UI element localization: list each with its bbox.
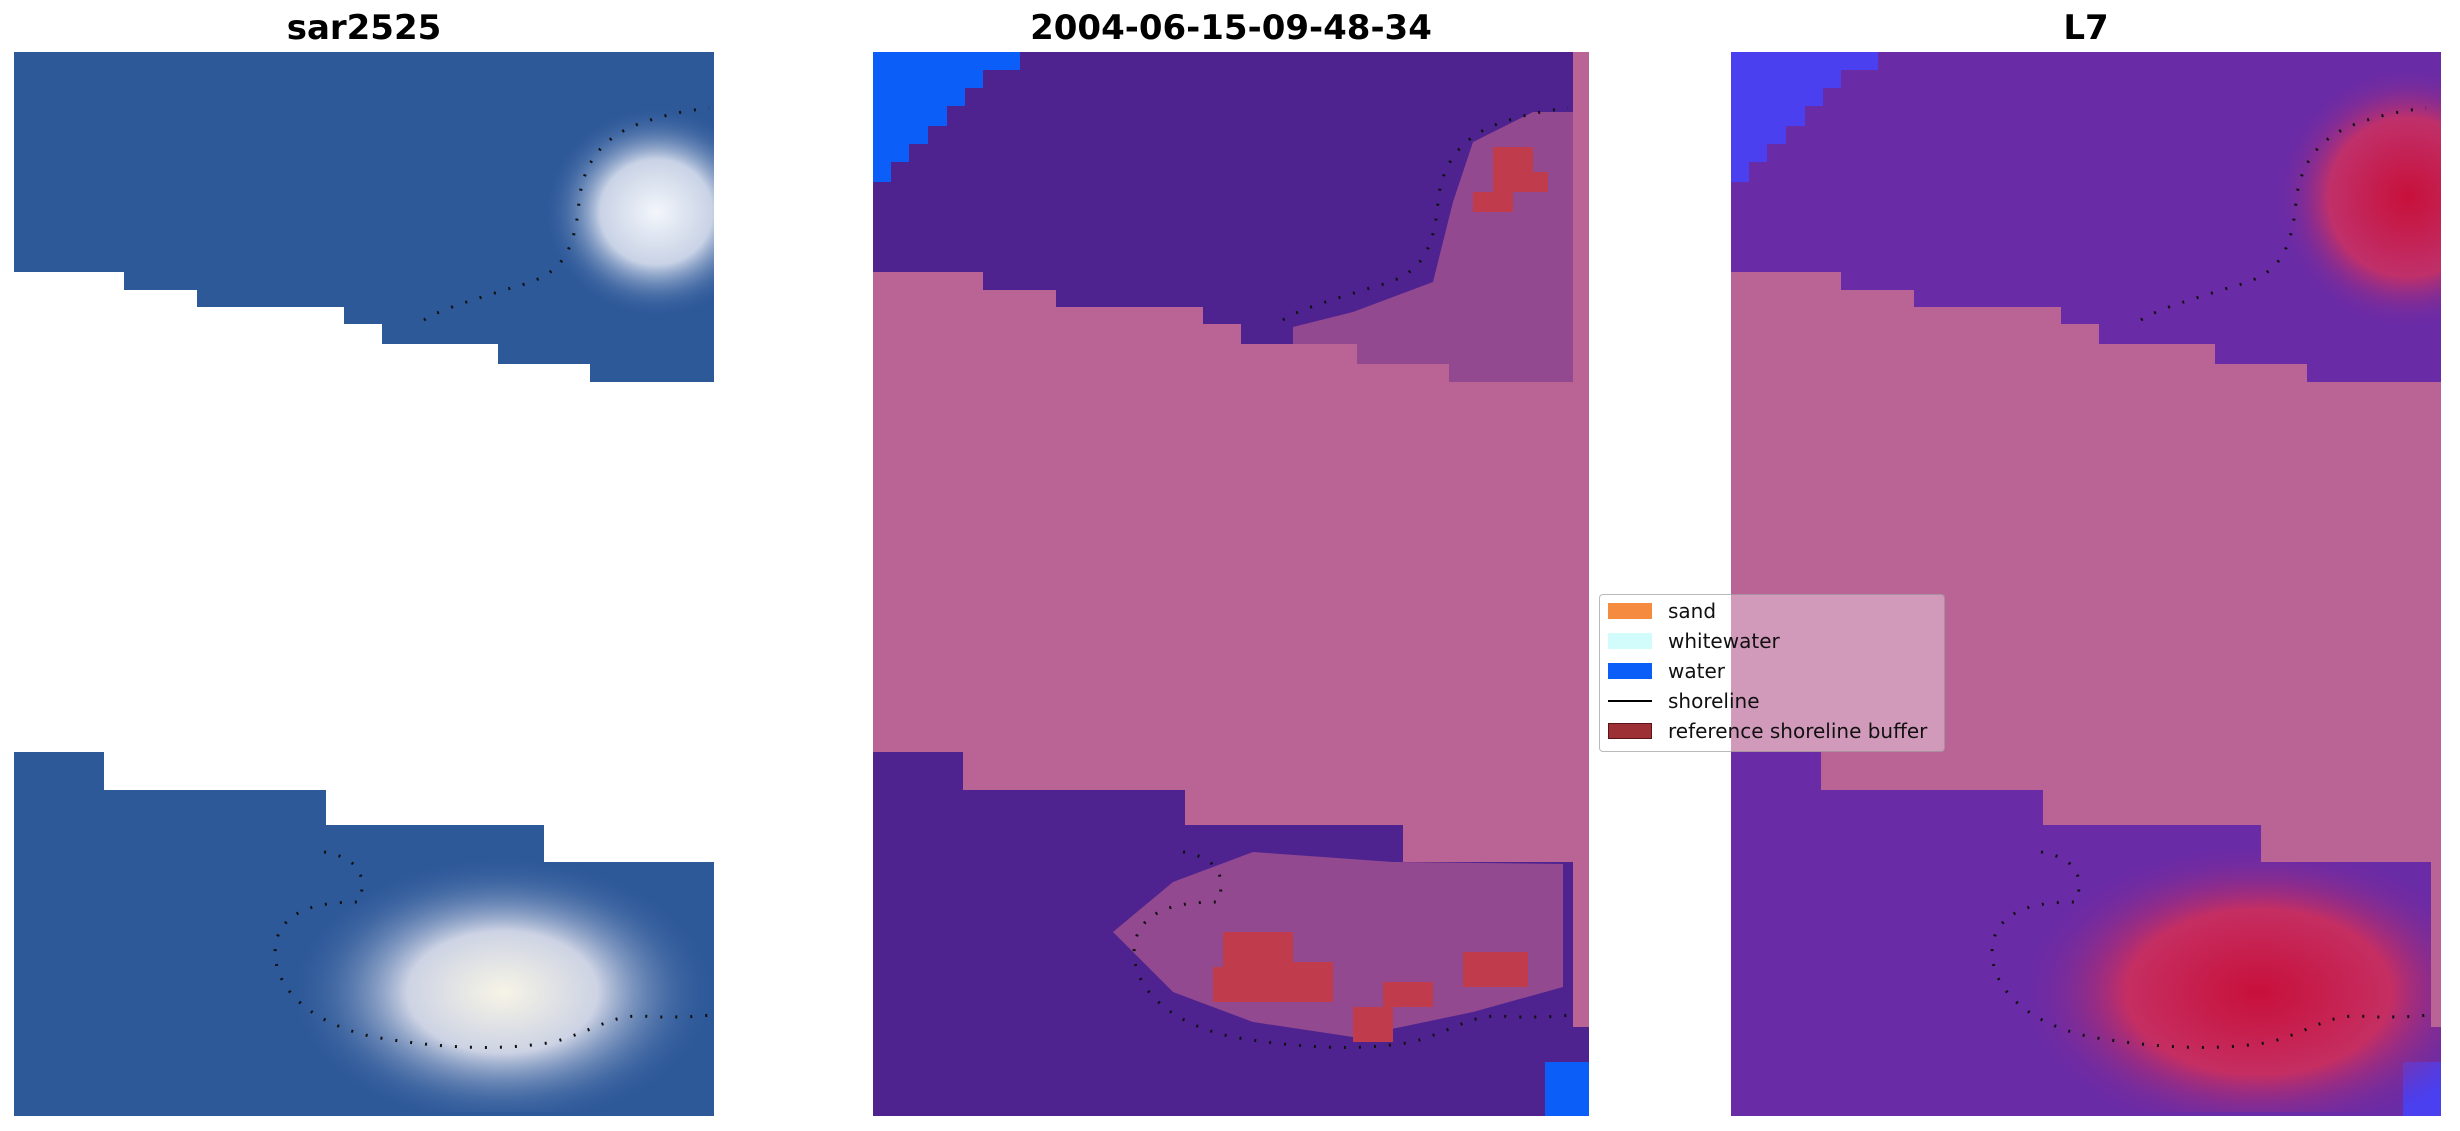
shoreline-line-swatch [1608,700,1652,702]
panel-title-rgb: sar2525 [286,8,442,48]
legend-item-reference-shoreline-buffer: reference shoreline buffer [1608,717,1927,745]
index-image [1731,52,2441,1116]
legend-item-water: water [1608,657,1725,685]
rgb-image [14,52,714,1116]
panel-title-classification: 2004-06-15-09-48-34 [1030,8,1432,48]
classification-image [873,52,1589,1116]
legend-label: reference shoreline buffer [1668,719,1928,743]
legend-item-whitewater: whitewater [1608,627,1780,655]
sand-swatch [1608,603,1652,619]
whitewater-swatch [1608,633,1652,649]
rgb-image-panel [14,52,714,1116]
legend-label: sand [1668,599,1717,623]
classification-panel [873,52,1589,1116]
legend-label: shoreline [1668,689,1760,713]
legend-label: whitewater [1668,629,1780,653]
water-swatch [1608,663,1652,679]
legend-label: water [1668,659,1725,683]
legend-item-sand: sand [1608,597,1716,625]
buffer-swatch [1608,723,1652,739]
legend: sand whitewater water shoreline referenc… [1599,594,1945,752]
legend-item-shoreline: shoreline [1608,687,1760,715]
index-panel [1731,52,2441,1116]
panel-title-index: L7 [2063,8,2109,48]
